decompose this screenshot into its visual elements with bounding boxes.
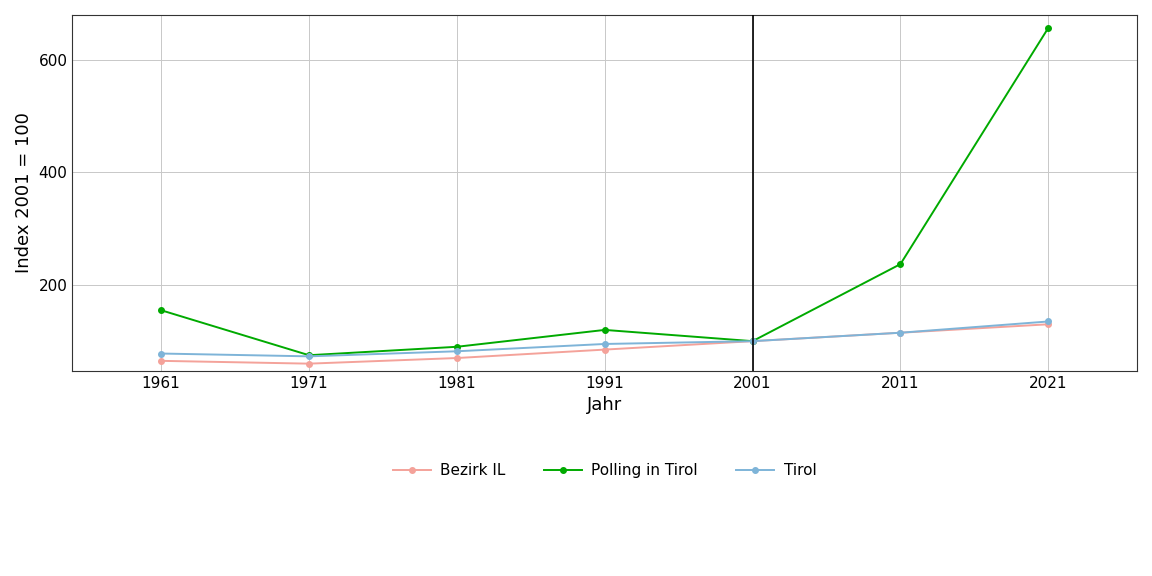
Tirol [894, 329, 908, 336]
X-axis label: Jahr: Jahr [588, 396, 622, 414]
Polling in Tirol [302, 352, 316, 359]
Line: Polling in Tirol: Polling in Tirol [158, 25, 1051, 358]
Tirol [598, 340, 612, 347]
Tirol [154, 350, 168, 357]
Line: Tirol: Tirol [158, 319, 1051, 359]
Legend: Bezirk IL, Polling in Tirol, Tirol: Bezirk IL, Polling in Tirol, Tirol [387, 457, 823, 484]
Bezirk IL [1041, 321, 1055, 328]
Tirol [1041, 318, 1055, 325]
Y-axis label: Index 2001 = 100: Index 2001 = 100 [15, 112, 33, 274]
Polling in Tirol [894, 261, 908, 268]
Bezirk IL [154, 357, 168, 364]
Tirol [302, 353, 316, 360]
Line: Bezirk IL: Bezirk IL [158, 321, 1051, 366]
Bezirk IL [745, 338, 759, 344]
Polling in Tirol [745, 338, 759, 344]
Bezirk IL [598, 346, 612, 353]
Polling in Tirol [450, 343, 464, 350]
Tirol [745, 338, 759, 344]
Bezirk IL [302, 360, 316, 367]
Polling in Tirol [598, 327, 612, 334]
Bezirk IL [450, 355, 464, 362]
Tirol [450, 348, 464, 355]
Bezirk IL [894, 329, 908, 336]
Polling in Tirol [1041, 24, 1055, 31]
Polling in Tirol [154, 307, 168, 314]
